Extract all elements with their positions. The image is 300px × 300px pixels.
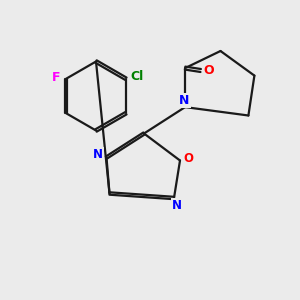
Text: N: N [172, 199, 182, 212]
Text: Cl: Cl [131, 70, 144, 83]
Text: N: N [93, 148, 103, 161]
Text: O: O [204, 64, 214, 77]
Text: O: O [183, 152, 194, 166]
Text: F: F [52, 71, 61, 84]
Text: N: N [179, 94, 190, 107]
